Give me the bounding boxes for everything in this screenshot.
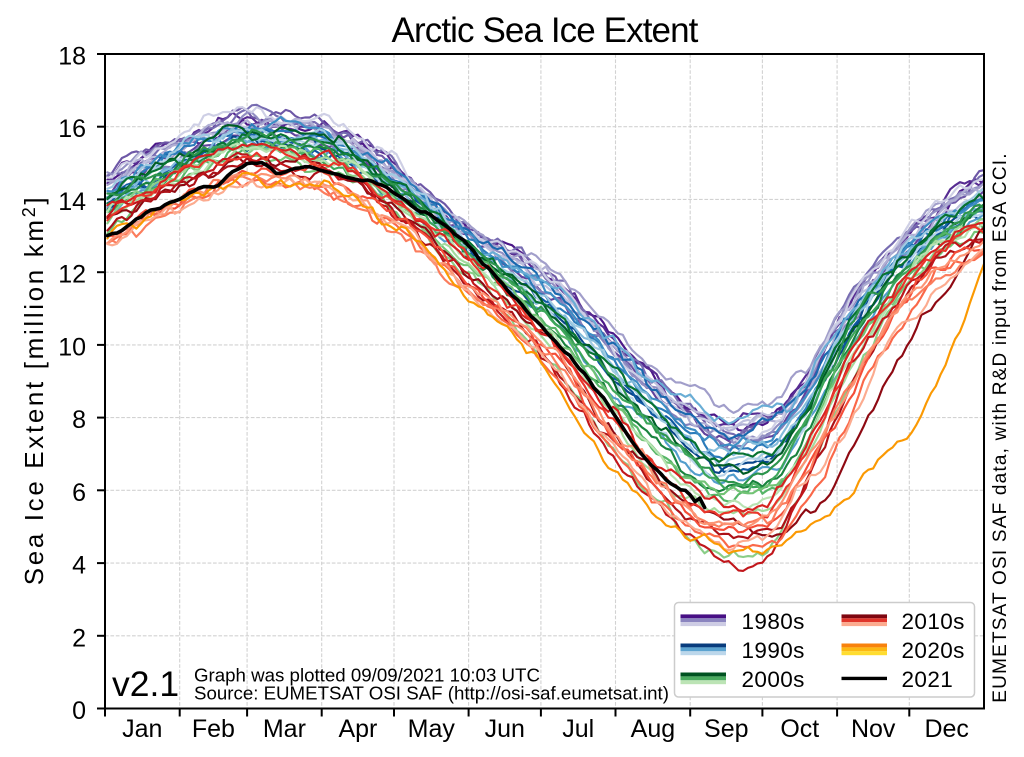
svg-text:Sep: Sep [704,715,748,743]
svg-text:18: 18 [58,43,86,71]
svg-text:0: 0 [72,697,86,725]
svg-text:2010s: 2010s [902,609,965,634]
svg-text:Feb: Feb [192,715,235,743]
svg-text:6: 6 [72,479,86,507]
svg-text:1990s: 1990s [742,638,805,663]
svg-text:4: 4 [72,552,86,580]
svg-text:Jul: Jul [562,715,594,743]
svg-text:Aug: Aug [631,715,675,743]
svg-text:16: 16 [58,115,86,143]
svg-text:Apr: Apr [338,715,377,743]
svg-text:Jun: Jun [485,715,525,743]
svg-text:8: 8 [72,406,86,434]
svg-text:2: 2 [72,624,86,652]
svg-text:2021: 2021 [902,667,954,692]
svg-text:May: May [408,715,456,743]
svg-text:Oct: Oct [780,715,819,743]
svg-text:10: 10 [58,333,86,361]
svg-text:Dec: Dec [924,715,968,743]
svg-text:EUMETSAT OSI SAF data, with R&: EUMETSAT OSI SAF data, with R&D input fr… [990,152,1011,702]
svg-text:Arctic Sea Ice Extent: Arctic Sea Ice Extent [392,11,699,50]
svg-text:1980s: 1980s [742,609,805,634]
svg-text:2000s: 2000s [742,667,805,692]
svg-text:Nov: Nov [851,715,896,743]
svg-text:14: 14 [58,188,86,216]
svg-text:Mar: Mar [263,715,306,743]
svg-text:Sea Ice Extent [million km2]: Sea Ice Extent [million km2] [19,195,49,586]
svg-text:v2.1: v2.1 [112,664,179,704]
svg-text:Jan: Jan [122,715,162,743]
svg-text:Source: EUMETSAT OSI SAF (http: Source: EUMETSAT OSI SAF (http://osi-saf… [194,683,669,704]
svg-text:2020s: 2020s [902,638,965,663]
svg-text:Graph was plotted 09/09/2021 1: Graph was plotted 09/09/2021 10:03 UTC [194,665,540,686]
svg-text:12: 12 [58,261,86,289]
